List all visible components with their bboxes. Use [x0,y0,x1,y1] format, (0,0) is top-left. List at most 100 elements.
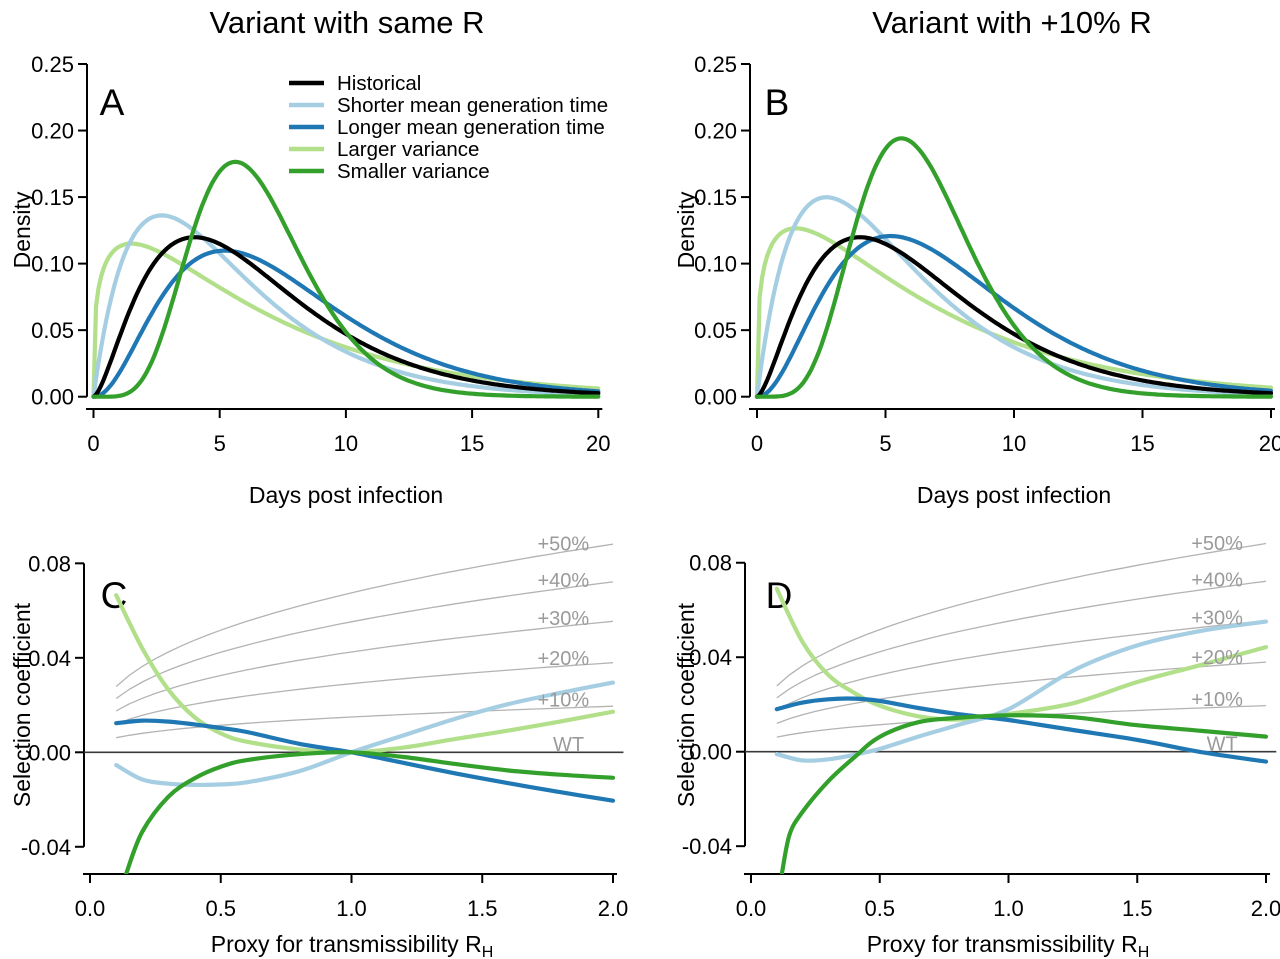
x-axis-label: Proxy for transmissibility RH [867,931,1150,959]
y-tick-label: 0.04 [689,645,732,670]
reference-label-50: +50% [1191,533,1243,555]
y-axis-label: Density [673,191,699,268]
reference-label-10: +10% [537,690,589,712]
x-tick-label: 1.0 [993,896,1024,921]
reference-label-30: +30% [537,608,589,630]
legend-label-historical: Historical [337,72,421,95]
y-tick-label: 0.25 [31,52,74,77]
reference-curve-30 [115,620,614,712]
y-tick-label: 0.08 [689,551,732,576]
x-axis-label: Proxy for transmissibility RH [211,931,494,959]
panel-title: Variant with same R [209,5,484,40]
x-tick-label: 0.0 [75,896,106,921]
x-tick-label: 5 [214,431,226,456]
y-tick-label: 0.05 [694,318,737,343]
y-axis-label: Selection coefficient [9,602,35,807]
y-tick-label: 0.20 [694,119,737,144]
legend-label-smaller-variance: Smaller variance [337,160,490,183]
series-curve-longer-mean-generation-time [91,248,601,399]
panel-A: 0.00 0.05 0.10 0.15 0.20 0.25 0 5 10 15 20 Days pos… [9,5,611,508]
reference-label-10: +10% [1191,689,1243,711]
series-curve-smaller-variance [91,159,601,399]
y-tick-label: 0.10 [694,252,737,277]
series-curve-longer-mean-generation-time [754,233,1274,399]
x-axis-label: Days post infection [917,482,1111,508]
y-tick-label: 0.00 [28,740,71,765]
series-curve-shorter-mean-generation-time [114,680,616,788]
series-curve-historical [754,235,1274,399]
y-tick-label: 0.15 [31,185,74,210]
reference-label-40: +40% [1191,569,1243,591]
reference-curve-40 [115,581,614,700]
reference-curve-30 [776,620,1267,711]
series-curve-smaller-variance [124,750,616,874]
series-curve-larger-variance [91,241,601,399]
y-axis-label: Selection coefficient [673,602,699,807]
x-tick-label: 1.5 [467,896,498,921]
x-tick-label: 0.5 [864,896,895,921]
y-tick-label: 0.00 [31,385,74,410]
x-tick-label: 10 [334,431,358,456]
y-tick-label: -0.04 [682,834,732,859]
y-tick-label: 0.25 [694,52,737,77]
x-tick-label: 15 [1130,431,1154,456]
y-tick-label: 0.00 [689,740,732,765]
reference-label-30: +30% [1191,607,1243,629]
panel-letter: A [100,82,125,123]
reference-label-wt: WT [1207,733,1238,755]
legend-label-shorter-mean-generation-time: Shorter mean generation time [337,94,608,117]
plot-area-C [84,543,624,874]
y-tick-label: 0.20 [31,119,74,144]
reference-curve-50 [115,543,614,687]
panel-title: Variant with +10% R [872,5,1151,40]
plot-area-D [745,542,1277,874]
series-curve-larger-variance [114,593,616,755]
reference-label-20: +20% [537,648,589,670]
reference-label-40: +40% [537,570,589,592]
x-tick-label: 0 [751,431,763,456]
legend-label-larger-variance: Larger variance [337,138,479,161]
series-curve-shorter-mean-generation-time [774,619,1269,763]
x-tick-label: 0.5 [205,896,236,921]
reference-curve-20 [115,662,614,725]
reference-label-20: +20% [1191,647,1243,669]
series-curve-shorter-mean-generation-time [91,213,601,399]
y-tick-label: 0.15 [694,185,737,210]
y-tick-label: 0.10 [31,252,74,277]
panel-B: 0.00 0.05 0.10 0.15 0.20 0.25 0 5 10 15 20 Days pos… [673,5,1280,508]
y-tick-label: -0.04 [21,835,71,860]
x-tick-label: 1.0 [336,896,367,921]
series-curve-longer-mean-generation-time [774,696,1269,764]
reference-label-50: +50% [537,534,589,556]
series-curve-shorter-mean-generation-time [754,195,1274,399]
reference-label-wt: WT [553,734,584,756]
series-curve-smaller-variance [779,713,1269,874]
x-tick-label: 5 [879,431,891,456]
plot-area-B [754,136,1274,399]
panel-D: -0.04 0.00 0.04 0.08 0.0 0.5 1.0 1.5 2.0 Proxy fo… [673,533,1280,959]
x-axis-label: Days post infection [249,482,443,508]
x-tick-label: 10 [1002,431,1026,456]
reference-curve-50 [776,542,1267,687]
x-tick-label: 1.5 [1122,896,1153,921]
y-tick-label: 0.00 [694,385,737,410]
plot-area-A [91,159,601,399]
y-axis-label: Density [9,191,35,268]
reference-curve-40 [776,580,1267,699]
y-tick-label: 0.05 [31,318,74,343]
panel-C: -0.04 0.00 0.04 0.08 0.0 0.5 1.0 1.5 2.0 Proxy fo… [9,534,628,959]
series-curve-smaller-variance [754,136,1274,399]
series-curve-larger-variance [754,226,1274,399]
x-tick-label: 2.0 [1251,896,1280,921]
reference-curve-10 [116,705,614,739]
x-tick-label: 0.0 [736,896,767,921]
x-tick-label: 0 [87,431,99,456]
x-tick-label: 20 [586,431,610,456]
x-tick-label: 15 [460,431,484,456]
legend-label-longer-mean-generation-time: Longer mean generation time [337,116,605,139]
y-tick-label: 0.04 [28,646,71,671]
y-tick-label: 0.08 [28,551,71,576]
